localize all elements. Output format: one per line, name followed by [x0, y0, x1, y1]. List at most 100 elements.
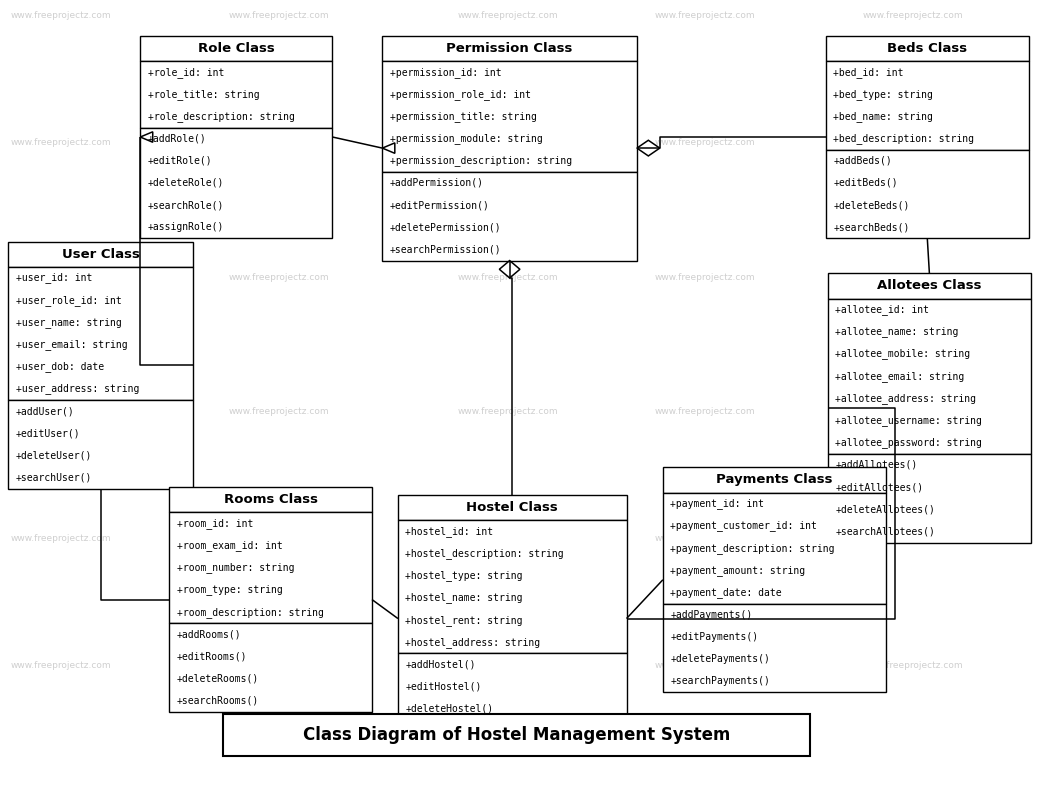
Text: +addPayments(): +addPayments() [670, 610, 752, 619]
Text: Class Diagram of Hostel Management System: Class Diagram of Hostel Management Syste… [303, 726, 730, 744]
Text: Payments Class: Payments Class [716, 474, 833, 486]
Text: www.freeprojectz.com: www.freeprojectz.com [229, 534, 329, 543]
Text: +hostel_id: int: +hostel_id: int [405, 526, 494, 537]
Text: Permission Class: Permission Class [447, 42, 572, 55]
Text: +allotee_name: string: +allotee_name: string [835, 326, 959, 337]
Bar [140, 36, 332, 61]
Text: Hostel Class: Hostel Class [467, 501, 558, 514]
Text: +permission_id: int: +permission_id: int [390, 67, 501, 78]
Text: www.freeprojectz.com: www.freeprojectz.com [457, 138, 558, 147]
Text: +permission_title: string: +permission_title: string [390, 111, 536, 122]
Text: +payment_customer_id: int: +payment_customer_id: int [670, 520, 817, 531]
Text: www.freeprojectz.com: www.freeprojectz.com [229, 11, 329, 21]
Text: www.freeprojectz.com: www.freeprojectz.com [457, 11, 558, 21]
Bar [828, 299, 1031, 454]
Text: +editAllotees(): +editAllotees() [835, 482, 924, 492]
Text: +permission_module: string: +permission_module: string [390, 133, 542, 144]
Text: +allotee_username: string: +allotee_username: string [835, 415, 982, 426]
Bar [398, 495, 627, 520]
Text: www.freeprojectz.com: www.freeprojectz.com [10, 272, 111, 282]
Text: +room_id: int: +room_id: int [177, 518, 254, 529]
Text: +editRole(): +editRole() [148, 156, 212, 166]
Text: +searchPayments(): +searchPayments() [670, 676, 770, 686]
Text: +user_role_id: int: +user_role_id: int [16, 295, 122, 306]
Text: www.freeprojectz.com: www.freeprojectz.com [655, 407, 755, 417]
Text: www.freeprojectz.com: www.freeprojectz.com [862, 661, 963, 670]
Text: www.freeprojectz.com: www.freeprojectz.com [655, 11, 755, 21]
Text: +searchRole(): +searchRole() [148, 200, 224, 210]
Text: www.freeprojectz.com: www.freeprojectz.com [457, 272, 558, 282]
Text: www.freeprojectz.com: www.freeprojectz.com [229, 138, 329, 147]
Text: +room_description: string: +room_description: string [177, 607, 323, 618]
Text: +payment_date: date: +payment_date: date [670, 587, 781, 598]
Text: +searchPermission(): +searchPermission() [390, 245, 501, 254]
Bar [663, 604, 886, 692]
Text: +bed_name: string: +bed_name: string [833, 111, 933, 122]
Text: www.freeprojectz.com: www.freeprojectz.com [10, 138, 111, 147]
Text: +allotee_password: string: +allotee_password: string [835, 437, 982, 448]
Text: +payment_amount: string: +payment_amount: string [670, 565, 805, 576]
Text: +editHostel(): +editHostel() [405, 682, 482, 691]
Text: www.freeprojectz.com: www.freeprojectz.com [10, 534, 111, 543]
Text: +addBeds(): +addBeds() [833, 156, 893, 166]
Bar [826, 36, 1029, 61]
Text: +deleteBeds(): +deleteBeds() [833, 200, 910, 210]
Bar [169, 623, 372, 712]
Text: +user_id: int: +user_id: int [16, 272, 92, 284]
Text: +editBeds(): +editBeds() [833, 178, 898, 188]
Text: www.freeprojectz.com: www.freeprojectz.com [655, 534, 755, 543]
Text: +searchHostel(): +searchHostel() [405, 726, 494, 736]
Bar [169, 512, 372, 623]
Bar [223, 714, 810, 756]
Text: www.freeprojectz.com: www.freeprojectz.com [457, 534, 558, 543]
Text: +hostel_type: string: +hostel_type: string [405, 570, 523, 581]
Text: www.freeprojectz.com: www.freeprojectz.com [655, 138, 755, 147]
Text: +allotee_address: string: +allotee_address: string [835, 393, 977, 404]
Text: +permission_description: string: +permission_description: string [390, 155, 571, 166]
Bar [826, 150, 1029, 238]
Text: +allotee_mobile: string: +allotee_mobile: string [835, 348, 970, 360]
Text: +hostel_description: string: +hostel_description: string [405, 548, 564, 559]
Bar [663, 493, 886, 604]
Text: +addUser(): +addUser() [16, 406, 75, 416]
Text: +payment_description: string: +payment_description: string [670, 543, 834, 554]
Text: +bed_description: string: +bed_description: string [833, 133, 975, 144]
Text: www.freeprojectz.com: www.freeprojectz.com [10, 11, 111, 21]
Text: +permission_role_id: int: +permission_role_id: int [390, 89, 531, 100]
Bar [398, 653, 627, 742]
Text: www.freeprojectz.com: www.freeprojectz.com [862, 11, 963, 21]
Bar [8, 400, 193, 489]
Text: +addHostel(): +addHostel() [405, 660, 476, 669]
Text: +searchRooms(): +searchRooms() [177, 696, 259, 706]
Text: www.freeprojectz.com: www.freeprojectz.com [10, 661, 111, 670]
Text: Rooms Class: Rooms Class [223, 493, 318, 506]
Bar [8, 267, 193, 400]
Text: +editPayments(): +editPayments() [670, 632, 758, 642]
Text: +editRooms(): +editRooms() [177, 652, 247, 661]
Text: +hostel_rent: string: +hostel_rent: string [405, 615, 523, 626]
Text: +user_dob: date: +user_dob: date [16, 361, 104, 372]
Bar [828, 273, 1031, 299]
Text: +allotee_email: string: +allotee_email: string [835, 371, 964, 382]
Text: +editPermission(): +editPermission() [390, 200, 489, 210]
Text: +user_email: string: +user_email: string [16, 339, 127, 350]
Bar [8, 242, 193, 267]
Text: +deletePayments(): +deletePayments() [670, 654, 770, 664]
Text: +role_id: int: +role_id: int [148, 67, 224, 78]
Text: www.freeprojectz.com: www.freeprojectz.com [229, 272, 329, 282]
Text: www.freeprojectz.com: www.freeprojectz.com [862, 138, 963, 147]
Text: User Class: User Class [62, 248, 139, 261]
Bar [663, 467, 886, 493]
Text: www.freeprojectz.com: www.freeprojectz.com [10, 407, 111, 417]
Text: +addAllotees(): +addAllotees() [835, 460, 917, 470]
Text: +deleteRooms(): +deleteRooms() [177, 674, 259, 683]
Text: www.freeprojectz.com: www.freeprojectz.com [862, 534, 963, 543]
Text: Role Class: Role Class [198, 42, 274, 55]
Text: +editUser(): +editUser() [16, 428, 80, 438]
Text: +assignRole(): +assignRole() [148, 223, 224, 232]
Text: www.freeprojectz.com: www.freeprojectz.com [655, 661, 755, 670]
Text: +bed_type: string: +bed_type: string [833, 89, 933, 100]
Text: +bed_id: int: +bed_id: int [833, 67, 904, 78]
Text: +deleteHostel(): +deleteHostel() [405, 704, 494, 714]
Text: +searchAllotees(): +searchAllotees() [835, 527, 935, 536]
